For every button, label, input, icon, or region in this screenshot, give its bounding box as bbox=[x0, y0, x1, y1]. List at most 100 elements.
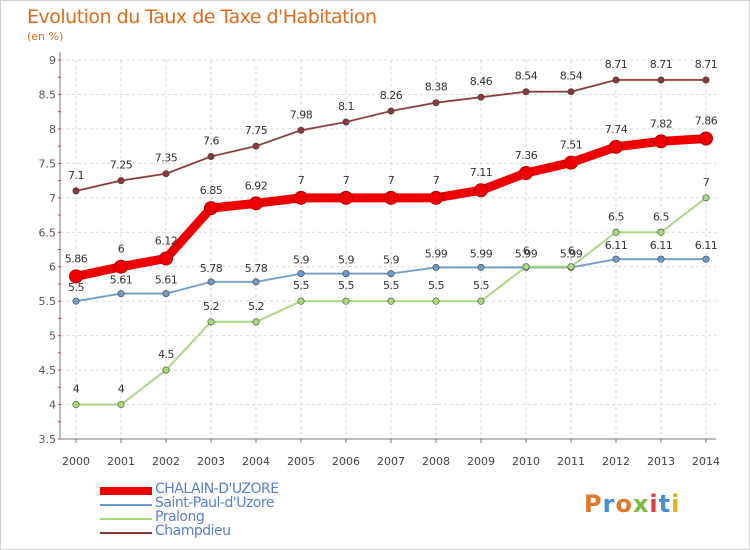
series-point bbox=[432, 99, 440, 107]
logo-letter: x bbox=[632, 490, 650, 518]
data-label: 8.38 bbox=[425, 81, 448, 94]
y-tick-label: 4.5 bbox=[39, 364, 57, 377]
legend-swatch bbox=[100, 487, 152, 495]
series-point bbox=[477, 297, 485, 305]
data-label: 5.2 bbox=[248, 300, 264, 313]
series-point bbox=[342, 118, 350, 126]
logo-letter: i bbox=[671, 490, 681, 518]
data-label: 7 bbox=[433, 174, 440, 187]
x-tick-label: 2012 bbox=[602, 455, 630, 468]
series-point bbox=[342, 270, 350, 278]
series-point-chalain bbox=[699, 131, 713, 146]
data-label: 5.9 bbox=[383, 254, 399, 267]
legend-swatch bbox=[100, 504, 152, 506]
series-point bbox=[342, 297, 350, 305]
series-point bbox=[72, 187, 80, 195]
x-tick-label: 2006 bbox=[332, 455, 360, 468]
data-label: 7 bbox=[298, 174, 305, 187]
data-label: 6.11 bbox=[695, 239, 718, 252]
y-tick-label: 9 bbox=[49, 54, 56, 67]
data-label: 7.82 bbox=[650, 117, 673, 130]
series-point bbox=[252, 318, 260, 326]
x-tick-label: 2004 bbox=[242, 455, 270, 468]
logo-letter: i bbox=[649, 490, 659, 518]
y-tick-label: 8 bbox=[49, 123, 56, 136]
x-tick-label: 2007 bbox=[377, 455, 405, 468]
data-label: 7 bbox=[343, 174, 350, 187]
series-point bbox=[162, 170, 170, 178]
data-label: 6.92 bbox=[245, 179, 268, 192]
data-label: 5.5 bbox=[68, 281, 84, 294]
data-label: 8.71 bbox=[650, 58, 673, 71]
series-point-chalain bbox=[69, 269, 83, 284]
series-point bbox=[207, 278, 215, 286]
data-label: 6 bbox=[118, 243, 125, 256]
series-point bbox=[297, 126, 305, 134]
data-label: 8.1 bbox=[338, 100, 354, 113]
data-label: 4.5 bbox=[158, 348, 174, 361]
data-label: 5.5 bbox=[473, 279, 489, 292]
series-point bbox=[117, 401, 125, 409]
series-point bbox=[657, 228, 665, 236]
data-label: 7 bbox=[388, 174, 395, 187]
series-point bbox=[432, 297, 440, 305]
series-point bbox=[207, 318, 215, 326]
series-point-chalain bbox=[429, 190, 443, 205]
series-point bbox=[207, 152, 215, 160]
data-label: 6.5 bbox=[608, 210, 624, 223]
data-label: 5.61 bbox=[110, 274, 133, 287]
series-point bbox=[387, 270, 395, 278]
series-point-chalain bbox=[249, 196, 263, 211]
data-label: 7.35 bbox=[155, 152, 178, 165]
data-label: 5.99 bbox=[425, 247, 448, 260]
series-point bbox=[162, 290, 170, 298]
x-tick-label: 2003 bbox=[197, 455, 225, 468]
data-label: 7.11 bbox=[470, 166, 493, 179]
chart-data-labels: 7.1 7.25 7.35 7.6 7.75 7.98 8.1 8.26 8.38 8.46 8.5… bbox=[65, 58, 718, 396]
series-point-chalain bbox=[564, 155, 578, 170]
y-tick-label: 7.5 bbox=[39, 157, 57, 170]
chart-title: Evolution du Taux de Taxe d'Habitation bbox=[27, 6, 377, 28]
series-point bbox=[297, 270, 305, 278]
series-point bbox=[477, 263, 485, 271]
series-point bbox=[567, 263, 575, 271]
data-label: 5.5 bbox=[338, 279, 354, 292]
series-point-chalain bbox=[339, 190, 353, 205]
proxiti-logo: Proxiti bbox=[584, 490, 680, 518]
data-label: 6.11 bbox=[605, 239, 628, 252]
x-tick-label: 2013 bbox=[647, 455, 675, 468]
series-point bbox=[522, 263, 530, 271]
data-label: 5.99 bbox=[515, 247, 538, 260]
series-point bbox=[387, 107, 395, 115]
series-point bbox=[612, 255, 620, 263]
series-point bbox=[117, 177, 125, 185]
series-point bbox=[702, 255, 710, 263]
series-point-chalain bbox=[114, 259, 128, 274]
logo-letter: t bbox=[658, 490, 672, 518]
y-tick-label: 5 bbox=[49, 330, 56, 343]
series-point bbox=[702, 194, 710, 202]
data-label: 8.26 bbox=[380, 89, 403, 102]
y-tick-label: 8.5 bbox=[39, 88, 57, 101]
y-tick-label: 6 bbox=[49, 261, 56, 274]
series-point bbox=[612, 76, 620, 84]
data-label: 8.71 bbox=[605, 58, 628, 71]
data-label: 5.9 bbox=[338, 254, 354, 267]
data-label: 8.54 bbox=[515, 70, 538, 83]
chart-unit: (en %) bbox=[27, 30, 64, 43]
y-tick-label: 4 bbox=[49, 399, 56, 412]
data-label: 6.11 bbox=[650, 239, 673, 252]
data-label: 5.2 bbox=[203, 300, 219, 313]
data-label: 7.75 bbox=[245, 124, 268, 137]
data-label: 5.61 bbox=[155, 274, 178, 287]
data-label: 5.78 bbox=[200, 262, 223, 275]
series-point bbox=[117, 290, 125, 298]
series-point bbox=[522, 88, 530, 96]
y-tick-label: 3.5 bbox=[39, 433, 57, 446]
x-tick-label: 2008 bbox=[422, 455, 450, 468]
data-label: 5.9 bbox=[293, 254, 309, 267]
data-label: 5.86 bbox=[65, 252, 88, 265]
x-tick-label: 2002 bbox=[152, 455, 180, 468]
series-point bbox=[72, 401, 80, 409]
